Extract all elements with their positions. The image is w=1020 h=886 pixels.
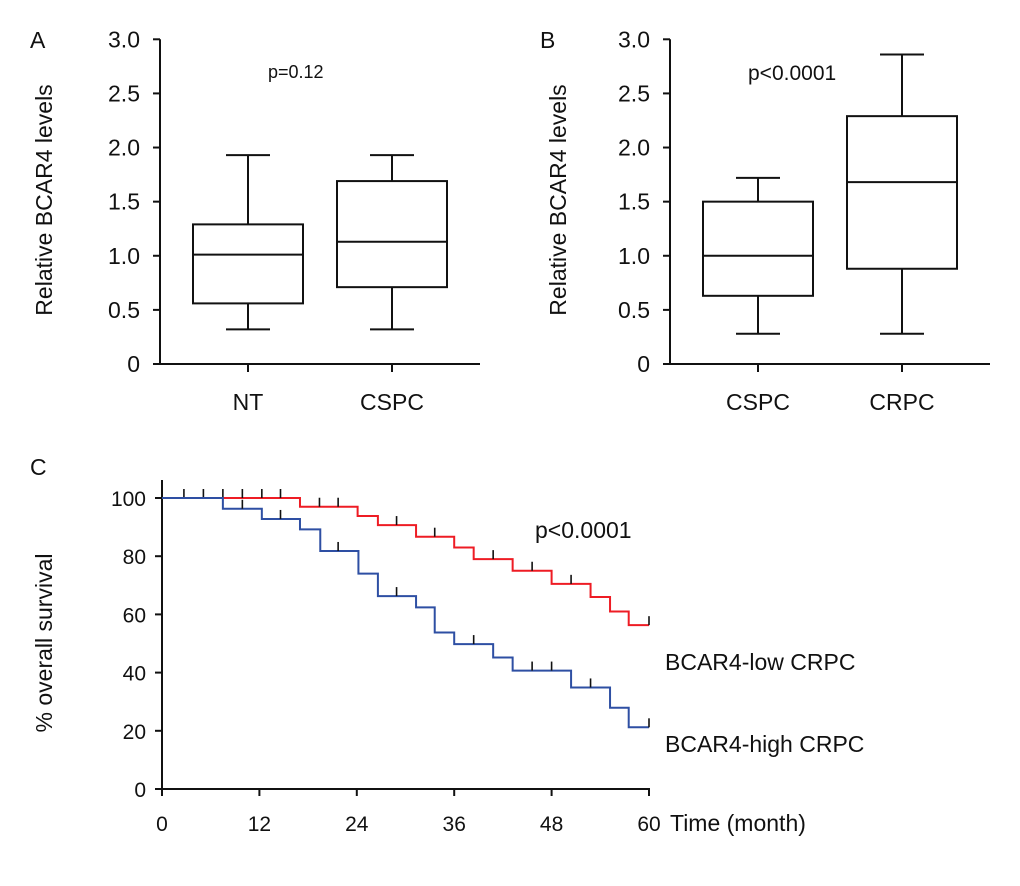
y-axis-label: % overall survival bbox=[31, 554, 57, 733]
y-tick-label: 1.5 bbox=[108, 189, 140, 215]
legend-label-low: BCAR4-low CRPC bbox=[665, 649, 855, 675]
x-tick-label: 12 bbox=[248, 813, 271, 836]
y-axis-label: Relative BCAR4 levels bbox=[31, 84, 57, 315]
x-tick-label: 60 bbox=[637, 813, 660, 836]
panel-a: A p=0.12 Relative BCAR4 levels 0 0.5 1.0 1.… bbox=[30, 26, 480, 415]
y-tick-label: 2.0 bbox=[108, 135, 140, 161]
panel-c: C p<0.0001 % overall survival Time (mont… bbox=[30, 454, 864, 836]
y-tick-label: 1.0 bbox=[108, 243, 140, 269]
y-tick-label: 1.5 bbox=[618, 189, 650, 215]
y-tick-label: 40 bbox=[123, 663, 146, 686]
panel-b: B p<0.0001 Relative BCAR4 levels 0 0.5 1.0… bbox=[540, 26, 990, 415]
box bbox=[192, 223, 304, 305]
y-tick-label: 3.0 bbox=[108, 26, 140, 52]
y-tick-label: 100 bbox=[111, 488, 146, 511]
x-tick-label: CSPC bbox=[360, 389, 424, 415]
survival-curve-high bbox=[162, 497, 649, 729]
annotation: p=0.12 bbox=[268, 62, 324, 82]
annotation: p<0.0001 bbox=[535, 517, 632, 543]
box bbox=[336, 180, 448, 289]
x-tick-label: 0 bbox=[156, 813, 168, 836]
y-tick-label: 0.5 bbox=[618, 297, 650, 323]
box bbox=[702, 200, 814, 297]
y-tick-label: 80 bbox=[123, 546, 146, 569]
y-tick-label: 1.0 bbox=[618, 243, 650, 269]
annotation: p<0.0001 bbox=[748, 62, 836, 85]
panel-label-b: B bbox=[540, 27, 555, 53]
y-tick-label: 0 bbox=[637, 351, 650, 377]
panel-label-a: A bbox=[30, 27, 46, 53]
y-tick-label: 2.5 bbox=[108, 80, 140, 106]
legend-label-high: BCAR4-high CRPC bbox=[665, 731, 864, 757]
survival-curve-low bbox=[162, 497, 649, 627]
x-tick-label: 36 bbox=[443, 813, 466, 836]
y-axis-label: Relative BCAR4 levels bbox=[545, 84, 571, 315]
box bbox=[846, 115, 958, 270]
x-tick-label: CSPC bbox=[726, 389, 790, 415]
y-tick-label: 0.5 bbox=[108, 297, 140, 323]
panel-label-c: C bbox=[30, 454, 47, 480]
x-tick-label: 48 bbox=[540, 813, 563, 836]
y-tick-label: 3.0 bbox=[618, 26, 650, 52]
y-tick-label: 0 bbox=[127, 351, 140, 377]
x-tick-label: CRPC bbox=[869, 389, 934, 415]
x-axis-label: Time (month) bbox=[670, 810, 806, 836]
x-tick-label: NT bbox=[233, 389, 264, 415]
y-tick-label: 0 bbox=[134, 779, 146, 802]
y-tick-label: 2.5 bbox=[618, 80, 650, 106]
x-tick-label: 24 bbox=[345, 813, 369, 836]
y-tick-label: 60 bbox=[123, 604, 146, 627]
y-tick-label: 20 bbox=[123, 721, 146, 744]
y-tick-label: 2.0 bbox=[618, 135, 650, 161]
